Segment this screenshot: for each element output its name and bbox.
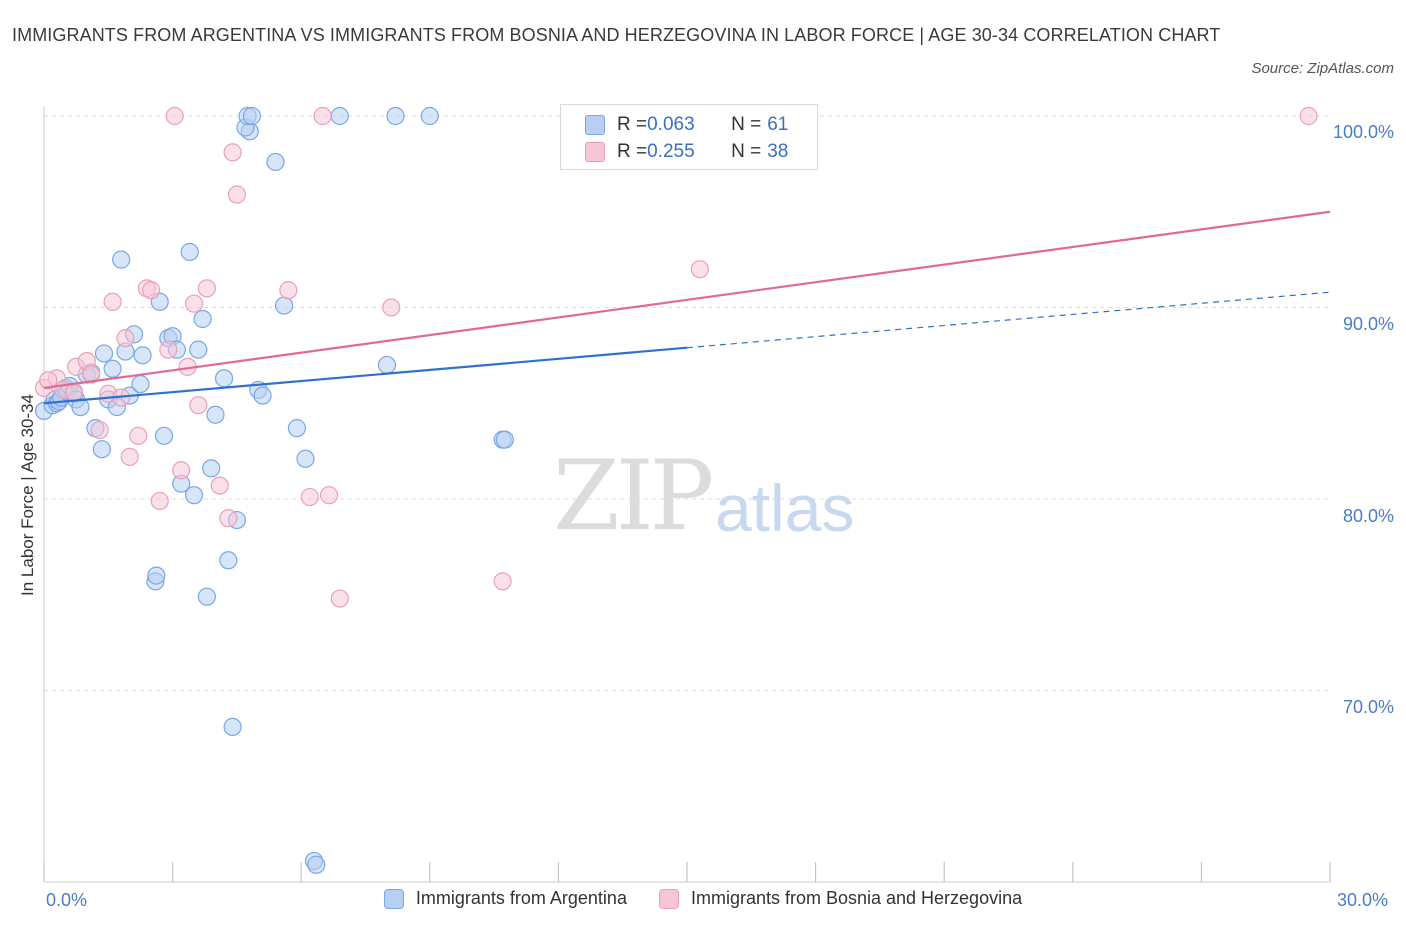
bosnia-swatch xyxy=(585,142,605,162)
point-bosnia-29 xyxy=(319,486,339,505)
point-argentina-18 xyxy=(103,359,122,378)
point-bosnia-3 xyxy=(64,382,84,401)
y-tick-label-70: 70.0% xyxy=(1342,697,1394,717)
x-tick-label-min: 0.0% xyxy=(46,890,88,910)
r-label: R = xyxy=(617,114,648,135)
point-argentina-57 xyxy=(330,106,349,126)
point-bosnia-15 xyxy=(142,281,161,300)
point-argentina-29 xyxy=(154,426,174,445)
r-value: 0.063 xyxy=(647,114,695,135)
series-legend: Immigrants from Argentina Immigrants fro… xyxy=(0,888,1406,909)
point-argentina-54 xyxy=(296,449,315,468)
point-argentina-40 xyxy=(206,405,225,424)
point-bosnia-20 xyxy=(184,294,204,313)
point-bosnia-27 xyxy=(279,281,298,300)
point-argentina-42 xyxy=(219,551,238,570)
x-tick-label-max: 30.0% xyxy=(1337,890,1389,910)
point-argentina-47 xyxy=(253,386,272,405)
point-bosnia-12 xyxy=(120,447,139,466)
point-argentina-58 xyxy=(377,355,397,375)
point-argentina-43 xyxy=(223,717,242,736)
r-label: R = xyxy=(617,141,648,162)
point-argentina-51 xyxy=(242,106,262,126)
y-tick-label-100: 100.0% xyxy=(1332,122,1394,142)
stats-legend: R = 0.063 N = 61 R = 0.255 N = 38 xyxy=(560,104,818,170)
point-bosnia-23 xyxy=(210,476,229,495)
watermark-atlas: atlas xyxy=(715,471,855,545)
point-bosnia-25 xyxy=(227,185,246,204)
point-bosnia-34 xyxy=(165,106,184,126)
point-bosnia-36 xyxy=(1299,106,1318,126)
stats-row-argentina: R = 0.063 N = 61 xyxy=(585,113,788,137)
point-bosnia-17 xyxy=(159,340,178,359)
point-bosnia-13 xyxy=(129,426,148,445)
n-label: N = xyxy=(731,141,762,162)
y-tick-label-90: 90.0% xyxy=(1342,314,1394,334)
point-argentina-35 xyxy=(184,486,204,505)
point-argentina-60 xyxy=(495,430,514,449)
point-argentina-62 xyxy=(420,106,439,126)
r-value: 0.255 xyxy=(647,141,695,162)
y-axis-label: In Labor Force | Age 30-34 xyxy=(18,394,37,596)
point-bosnia-32 xyxy=(493,572,512,591)
point-bosnia-9 xyxy=(103,292,122,311)
trend-line-argentina xyxy=(43,346,688,405)
point-argentina-24 xyxy=(131,375,150,394)
point-argentina-41 xyxy=(214,369,234,388)
watermark-zip: ZIP xyxy=(553,440,714,552)
stats-row-bosnia: R = 0.255 N = 38 xyxy=(585,140,788,164)
trend-line-bosnia xyxy=(43,210,1331,390)
n-value: 61 xyxy=(767,114,789,135)
point-argentina-11 xyxy=(71,397,90,417)
point-bosnia-18 xyxy=(172,461,191,480)
legend-label-bosnia: Immigrants from Bosnia and Herzegovina xyxy=(690,888,1023,908)
point-argentina-56 xyxy=(307,855,326,874)
point-argentina-38 xyxy=(197,587,216,606)
legend-swatch-argentina xyxy=(383,888,404,909)
point-bosnia-37 xyxy=(39,371,58,390)
legend-item-argentina: Immigrants from Argentina xyxy=(383,888,627,909)
legend-label-argentina: Immigrants from Argentina xyxy=(415,888,627,908)
point-argentina-27 xyxy=(147,566,166,585)
point-argentina-49 xyxy=(266,152,285,172)
point-argentina-52 xyxy=(274,296,294,315)
point-bosnia-7 xyxy=(90,420,109,440)
point-argentina-61 xyxy=(386,106,405,126)
n-label: N = xyxy=(731,114,762,135)
point-bosnia-28 xyxy=(300,487,319,507)
point-bosnia-24 xyxy=(219,509,238,528)
point-bosnia-11 xyxy=(116,329,135,348)
point-bosnia-30 xyxy=(330,589,349,608)
point-argentina-36 xyxy=(189,340,208,359)
point-bosnia-6 xyxy=(82,365,101,384)
point-argentina-16 xyxy=(94,344,114,363)
point-argentina-15 xyxy=(92,440,111,459)
point-argentina-34 xyxy=(180,242,199,262)
argentina-swatch xyxy=(585,115,605,135)
legend-item-bosnia: Immigrants from Bosnia and Herzegovina xyxy=(658,888,1023,909)
point-bosnia-26 xyxy=(223,143,242,162)
y-tick-label-80: 80.0% xyxy=(1342,506,1394,526)
point-bosnia-21 xyxy=(189,396,208,415)
point-argentina-25 xyxy=(133,346,152,365)
point-bosnia-16 xyxy=(150,491,169,511)
chart-source: Source: ZipAtlas.com xyxy=(1251,60,1394,77)
n-value: 38 xyxy=(767,141,789,162)
point-argentina-53 xyxy=(287,419,307,438)
point-bosnia-33 xyxy=(690,260,709,279)
point-bosnia-22 xyxy=(197,279,216,298)
trend-line-dashed-argentina xyxy=(686,291,1331,349)
point-bosnia-35 xyxy=(313,106,332,126)
point-argentina-39 xyxy=(202,459,221,478)
point-argentina-37 xyxy=(193,309,212,329)
chart-title: IMMIGRANTS FROM ARGENTINA VS IMMIGRANTS … xyxy=(12,25,1221,45)
point-argentina-20 xyxy=(112,250,131,269)
point-bosnia-31 xyxy=(382,298,401,317)
legend-swatch-bosnia xyxy=(658,888,679,909)
